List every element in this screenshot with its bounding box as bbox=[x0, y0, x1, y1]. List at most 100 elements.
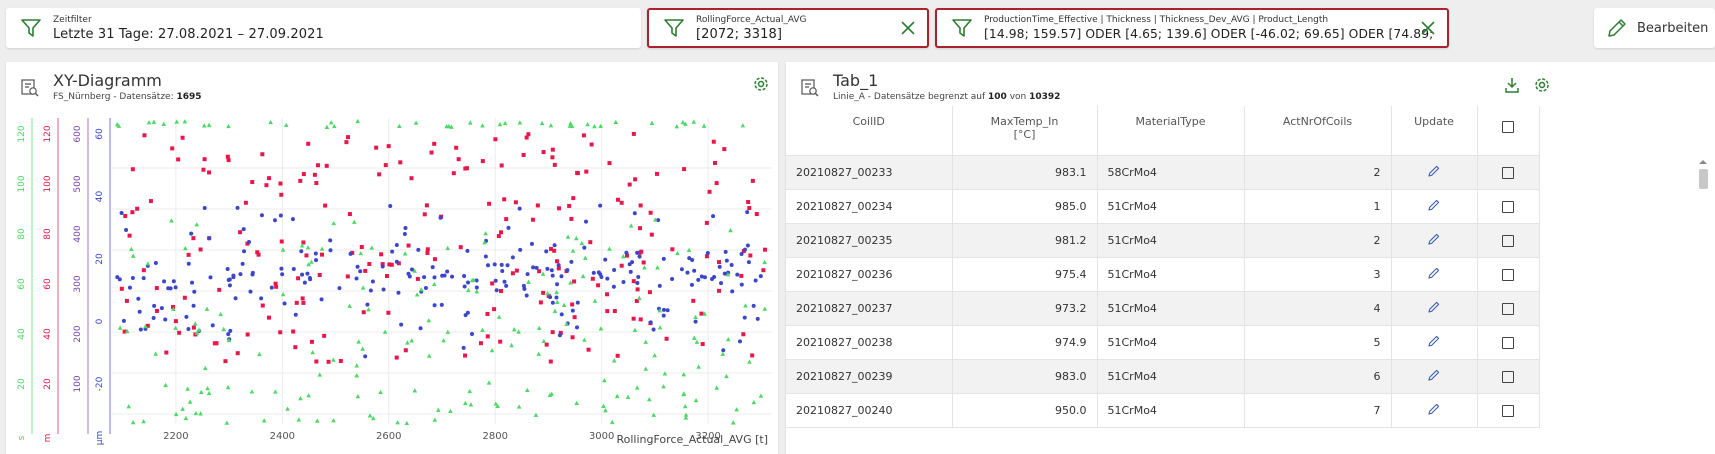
edit-pencil-icon[interactable] bbox=[1427, 334, 1441, 348]
column-header-actnrofcoils[interactable]: ActNrOfCoils bbox=[1244, 106, 1392, 156]
rollingforce-filter[interactable]: RollingForce_Actual_AVG [2072; 3318] bbox=[647, 8, 929, 48]
data-point bbox=[164, 350, 169, 355]
table-row[interactable]: 20210827_00237 973.2 51CrMo4 4 bbox=[786, 291, 1540, 326]
data-point bbox=[693, 397, 699, 403]
edit-pencil-icon[interactable] bbox=[1427, 232, 1441, 246]
column-header-coilid[interactable]: CoilID bbox=[786, 106, 953, 156]
data-point bbox=[141, 276, 146, 281]
data-point bbox=[628, 223, 634, 228]
column-header-maxtemp[interactable]: MaxTemp_In [°C] bbox=[952, 106, 1098, 156]
data-point bbox=[256, 252, 261, 257]
scrollbar-thumb[interactable] bbox=[1699, 169, 1708, 189]
data-point bbox=[280, 291, 286, 297]
table-row[interactable]: 20210827_00238 974.9 51CrMo4 5 bbox=[786, 325, 1540, 360]
data-point bbox=[745, 243, 750, 248]
data-point bbox=[397, 123, 402, 128]
edit-button[interactable]: Bearbeiten bbox=[1594, 8, 1715, 48]
data-point bbox=[260, 152, 265, 157]
data-point bbox=[517, 120, 523, 125]
data-point bbox=[485, 263, 490, 268]
column-header-select-all[interactable] bbox=[1477, 106, 1540, 156]
data-point bbox=[649, 120, 655, 125]
column-header-materialtype[interactable]: MaterialType bbox=[1097, 106, 1245, 156]
xy-scatter-chart[interactable]: 2200 2400 2600 2800 3000 3200RollingForce_Act… bbox=[6, 104, 778, 454]
time-filter[interactable]: Zeitfilter Letzte 31 Tage: 27.08.2021 – … bbox=[6, 8, 641, 48]
data-point bbox=[323, 203, 328, 208]
data-point bbox=[169, 218, 174, 223]
data-point bbox=[415, 276, 420, 281]
cell-update bbox=[1391, 359, 1478, 394]
data-point bbox=[119, 210, 124, 215]
data-point bbox=[556, 263, 561, 268]
gear-icon[interactable] bbox=[752, 75, 770, 93]
row-checkbox[interactable] bbox=[1502, 268, 1514, 281]
data-point bbox=[745, 210, 750, 215]
data-point bbox=[483, 254, 488, 259]
data-point bbox=[394, 259, 399, 264]
data-point bbox=[301, 172, 306, 177]
data-point bbox=[547, 392, 553, 397]
data-point bbox=[699, 311, 704, 316]
data-point bbox=[556, 266, 561, 271]
row-checkbox[interactable] bbox=[1502, 302, 1514, 315]
data-point bbox=[426, 318, 432, 323]
edit-pencil-icon[interactable] bbox=[1427, 164, 1441, 178]
edit-pencil-icon[interactable] bbox=[1427, 300, 1441, 314]
close-icon[interactable] bbox=[1419, 19, 1437, 37]
data-point bbox=[728, 227, 733, 233]
table-row[interactable]: 20210827_00235 981.2 51CrMo4 2 bbox=[786, 223, 1540, 258]
data-point bbox=[432, 275, 437, 280]
data-point bbox=[499, 262, 504, 267]
data-point bbox=[530, 217, 535, 222]
edit-pencil-icon[interactable] bbox=[1427, 266, 1441, 280]
data-point bbox=[598, 272, 603, 277]
x-tick-label: 3200 bbox=[695, 431, 720, 442]
data-point bbox=[722, 147, 727, 152]
data-point bbox=[468, 402, 474, 407]
row-checkbox[interactable] bbox=[1502, 234, 1514, 247]
data-point bbox=[296, 417, 302, 422]
data-point bbox=[154, 286, 159, 291]
table-row[interactable]: 20210827_00239 983.0 51CrMo4 6 bbox=[786, 359, 1540, 394]
data-point bbox=[704, 254, 709, 259]
edit-pencil-icon[interactable] bbox=[1427, 368, 1441, 382]
data-point bbox=[130, 420, 136, 425]
row-checkbox[interactable] bbox=[1502, 200, 1514, 213]
row-checkbox[interactable] bbox=[1502, 166, 1514, 179]
time-filter-value: Letzte 31 Tage: 27.08.2021 – 27.09.2021 bbox=[53, 26, 324, 42]
row-checkbox[interactable] bbox=[1502, 370, 1514, 383]
gear-icon[interactable] bbox=[1533, 76, 1551, 94]
x-tick-label: 2200 bbox=[163, 431, 188, 442]
production-filter[interactable]: ProductionTime_Effective | Thickness | T… bbox=[935, 8, 1449, 48]
table-scrollbar[interactable] bbox=[1697, 155, 1709, 454]
download-icon[interactable] bbox=[1503, 76, 1521, 94]
column-header-update[interactable]: Update bbox=[1391, 106, 1478, 156]
data-point bbox=[141, 418, 146, 424]
cell-maxtemp: 975.4 bbox=[952, 257, 1098, 292]
pencil-icon bbox=[1608, 19, 1626, 37]
data-point bbox=[753, 278, 758, 283]
data-point bbox=[394, 243, 399, 248]
data-point bbox=[742, 247, 747, 252]
data-point bbox=[296, 276, 301, 281]
edit-pencil-icon[interactable] bbox=[1427, 198, 1441, 212]
row-checkbox[interactable] bbox=[1502, 336, 1514, 349]
cell-coilid: 20210827_00240 bbox=[786, 393, 953, 428]
cell-coilid: 20210827_00238 bbox=[786, 325, 953, 360]
table-row[interactable]: 20210827_00240 950.0 51CrMo4 7 bbox=[786, 393, 1540, 428]
data-point bbox=[690, 257, 695, 262]
data-point bbox=[746, 200, 751, 205]
data-point bbox=[193, 410, 199, 416]
y-tick-label: 20 bbox=[95, 253, 105, 265]
edit-pencil-icon[interactable] bbox=[1427, 402, 1441, 416]
row-checkbox[interactable] bbox=[1502, 404, 1514, 417]
scroll-up-arrow-icon[interactable] bbox=[1697, 157, 1709, 167]
table-row[interactable]: 20210827_00233 983.1 58CrMo4 2 bbox=[786, 155, 1540, 190]
cell-update bbox=[1391, 223, 1478, 258]
select-all-checkbox[interactable] bbox=[1502, 121, 1514, 133]
table-row[interactable]: 20210827_00236 975.4 51CrMo4 3 bbox=[786, 257, 1540, 292]
table-row[interactable]: 20210827_00234 985.0 51CrMo4 1 bbox=[786, 189, 1540, 224]
close-icon[interactable] bbox=[899, 19, 917, 37]
data-point bbox=[196, 327, 202, 332]
data-point bbox=[278, 330, 283, 335]
